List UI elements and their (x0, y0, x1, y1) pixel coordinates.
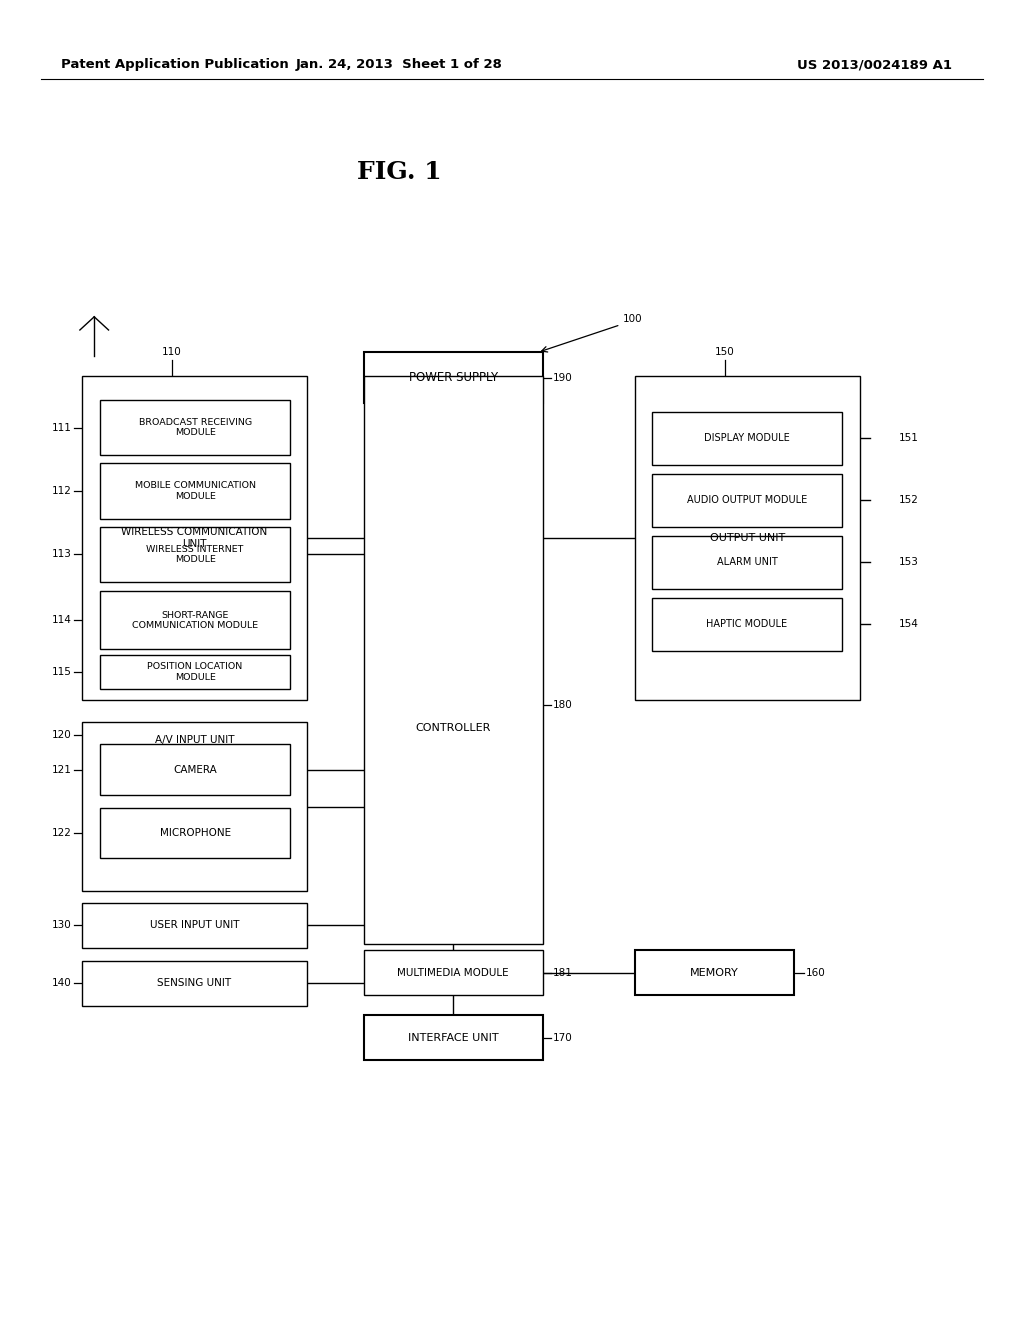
Bar (100, 400, 290, 455)
Text: AUDIO OUTPUT MODULE: AUDIO OUTPUT MODULE (687, 495, 807, 506)
Text: 181: 181 (553, 968, 572, 978)
Text: 114: 114 (52, 615, 72, 626)
Bar (82, 722, 307, 891)
Bar (364, 376, 543, 944)
Text: POSITION LOCATION
MODULE: POSITION LOCATION MODULE (147, 663, 243, 681)
Bar (100, 463, 290, 519)
Text: 180: 180 (553, 701, 572, 710)
Text: 112: 112 (52, 486, 72, 496)
Text: 153: 153 (899, 557, 919, 568)
Bar (364, 950, 543, 995)
Text: INTERFACE UNIT: INTERFACE UNIT (408, 1032, 499, 1043)
Text: 113: 113 (52, 549, 72, 560)
Bar (100, 744, 290, 795)
Text: CAMERA: CAMERA (173, 764, 217, 775)
Text: SHORT-RANGE
COMMUNICATION MODULE: SHORT-RANGE COMMUNICATION MODULE (132, 611, 258, 630)
Bar (652, 412, 842, 465)
Bar (100, 527, 290, 582)
Text: HAPTIC MODULE: HAPTIC MODULE (707, 619, 787, 630)
Text: 120: 120 (52, 730, 72, 741)
Bar (82, 961, 307, 1006)
Bar (652, 598, 842, 651)
Bar (652, 536, 842, 589)
Text: MOBILE COMMUNICATION
MODULE: MOBILE COMMUNICATION MODULE (134, 482, 256, 500)
Text: USER INPUT UNIT: USER INPUT UNIT (150, 920, 240, 931)
Text: 151: 151 (899, 433, 919, 444)
Bar (652, 474, 842, 527)
Text: 170: 170 (553, 1032, 572, 1043)
Bar (100, 591, 290, 649)
Text: MULTIMEDIA MODULE: MULTIMEDIA MODULE (397, 968, 509, 978)
Bar (364, 352, 543, 403)
Text: 190: 190 (553, 372, 572, 383)
Text: 111: 111 (52, 422, 72, 433)
Text: BROADCAST RECEIVING
MODULE: BROADCAST RECEIVING MODULE (138, 418, 252, 437)
Text: ALARM UNIT: ALARM UNIT (717, 557, 777, 568)
Text: 122: 122 (52, 828, 72, 838)
Text: 160: 160 (806, 968, 825, 978)
Text: A/V INPUT UNIT: A/V INPUT UNIT (155, 735, 234, 746)
Text: WIRELESS INTERNET
MODULE: WIRELESS INTERNET MODULE (146, 545, 244, 564)
Text: DISPLAY MODULE: DISPLAY MODULE (705, 433, 790, 444)
Text: 115: 115 (52, 667, 72, 677)
Text: OUTPUT UNIT: OUTPUT UNIT (710, 533, 785, 543)
Text: FIG. 1: FIG. 1 (357, 160, 441, 183)
Text: 140: 140 (52, 978, 72, 989)
Bar (100, 655, 290, 689)
Text: 154: 154 (899, 619, 919, 630)
Text: POWER SUPPLY: POWER SUPPLY (409, 371, 498, 384)
Bar (82, 903, 307, 948)
Text: US 2013/0024189 A1: US 2013/0024189 A1 (798, 58, 952, 71)
Text: 152: 152 (899, 495, 919, 506)
Text: CONTROLLER: CONTROLLER (416, 723, 490, 733)
Bar (82, 376, 307, 700)
Text: MEMORY: MEMORY (690, 968, 738, 978)
Bar (364, 1015, 543, 1060)
Text: 110: 110 (162, 347, 182, 358)
Bar (635, 376, 860, 700)
Text: 121: 121 (52, 764, 72, 775)
Text: 130: 130 (52, 920, 72, 931)
Text: 150: 150 (715, 347, 735, 358)
Bar (635, 950, 794, 995)
Text: Patent Application Publication: Patent Application Publication (61, 58, 289, 71)
Text: 100: 100 (623, 314, 642, 325)
Text: MICROPHONE: MICROPHONE (160, 828, 230, 838)
Bar (100, 808, 290, 858)
Text: WIRELESS COMMUNICATION
UNIT: WIRELESS COMMUNICATION UNIT (122, 527, 267, 549)
Text: Jan. 24, 2013  Sheet 1 of 28: Jan. 24, 2013 Sheet 1 of 28 (296, 58, 503, 71)
Text: SENSING UNIT: SENSING UNIT (158, 978, 231, 989)
